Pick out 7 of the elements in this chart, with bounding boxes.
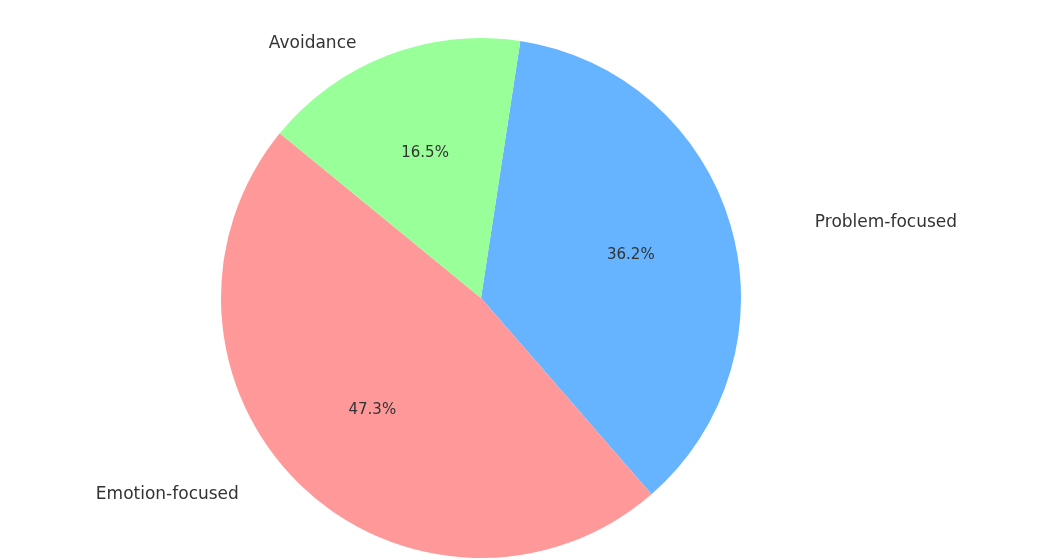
data-label: 36.2% <box>607 245 655 264</box>
data-label: 16.5% <box>401 142 449 161</box>
data-label: 47.3% <box>348 400 397 419</box>
slice-label: Emotion-focused <box>95 482 239 503</box>
pie-slice <box>481 40 741 495</box>
slice-label: Avoidance <box>268 32 357 53</box>
slice-label: Problem-focused <box>814 211 958 232</box>
